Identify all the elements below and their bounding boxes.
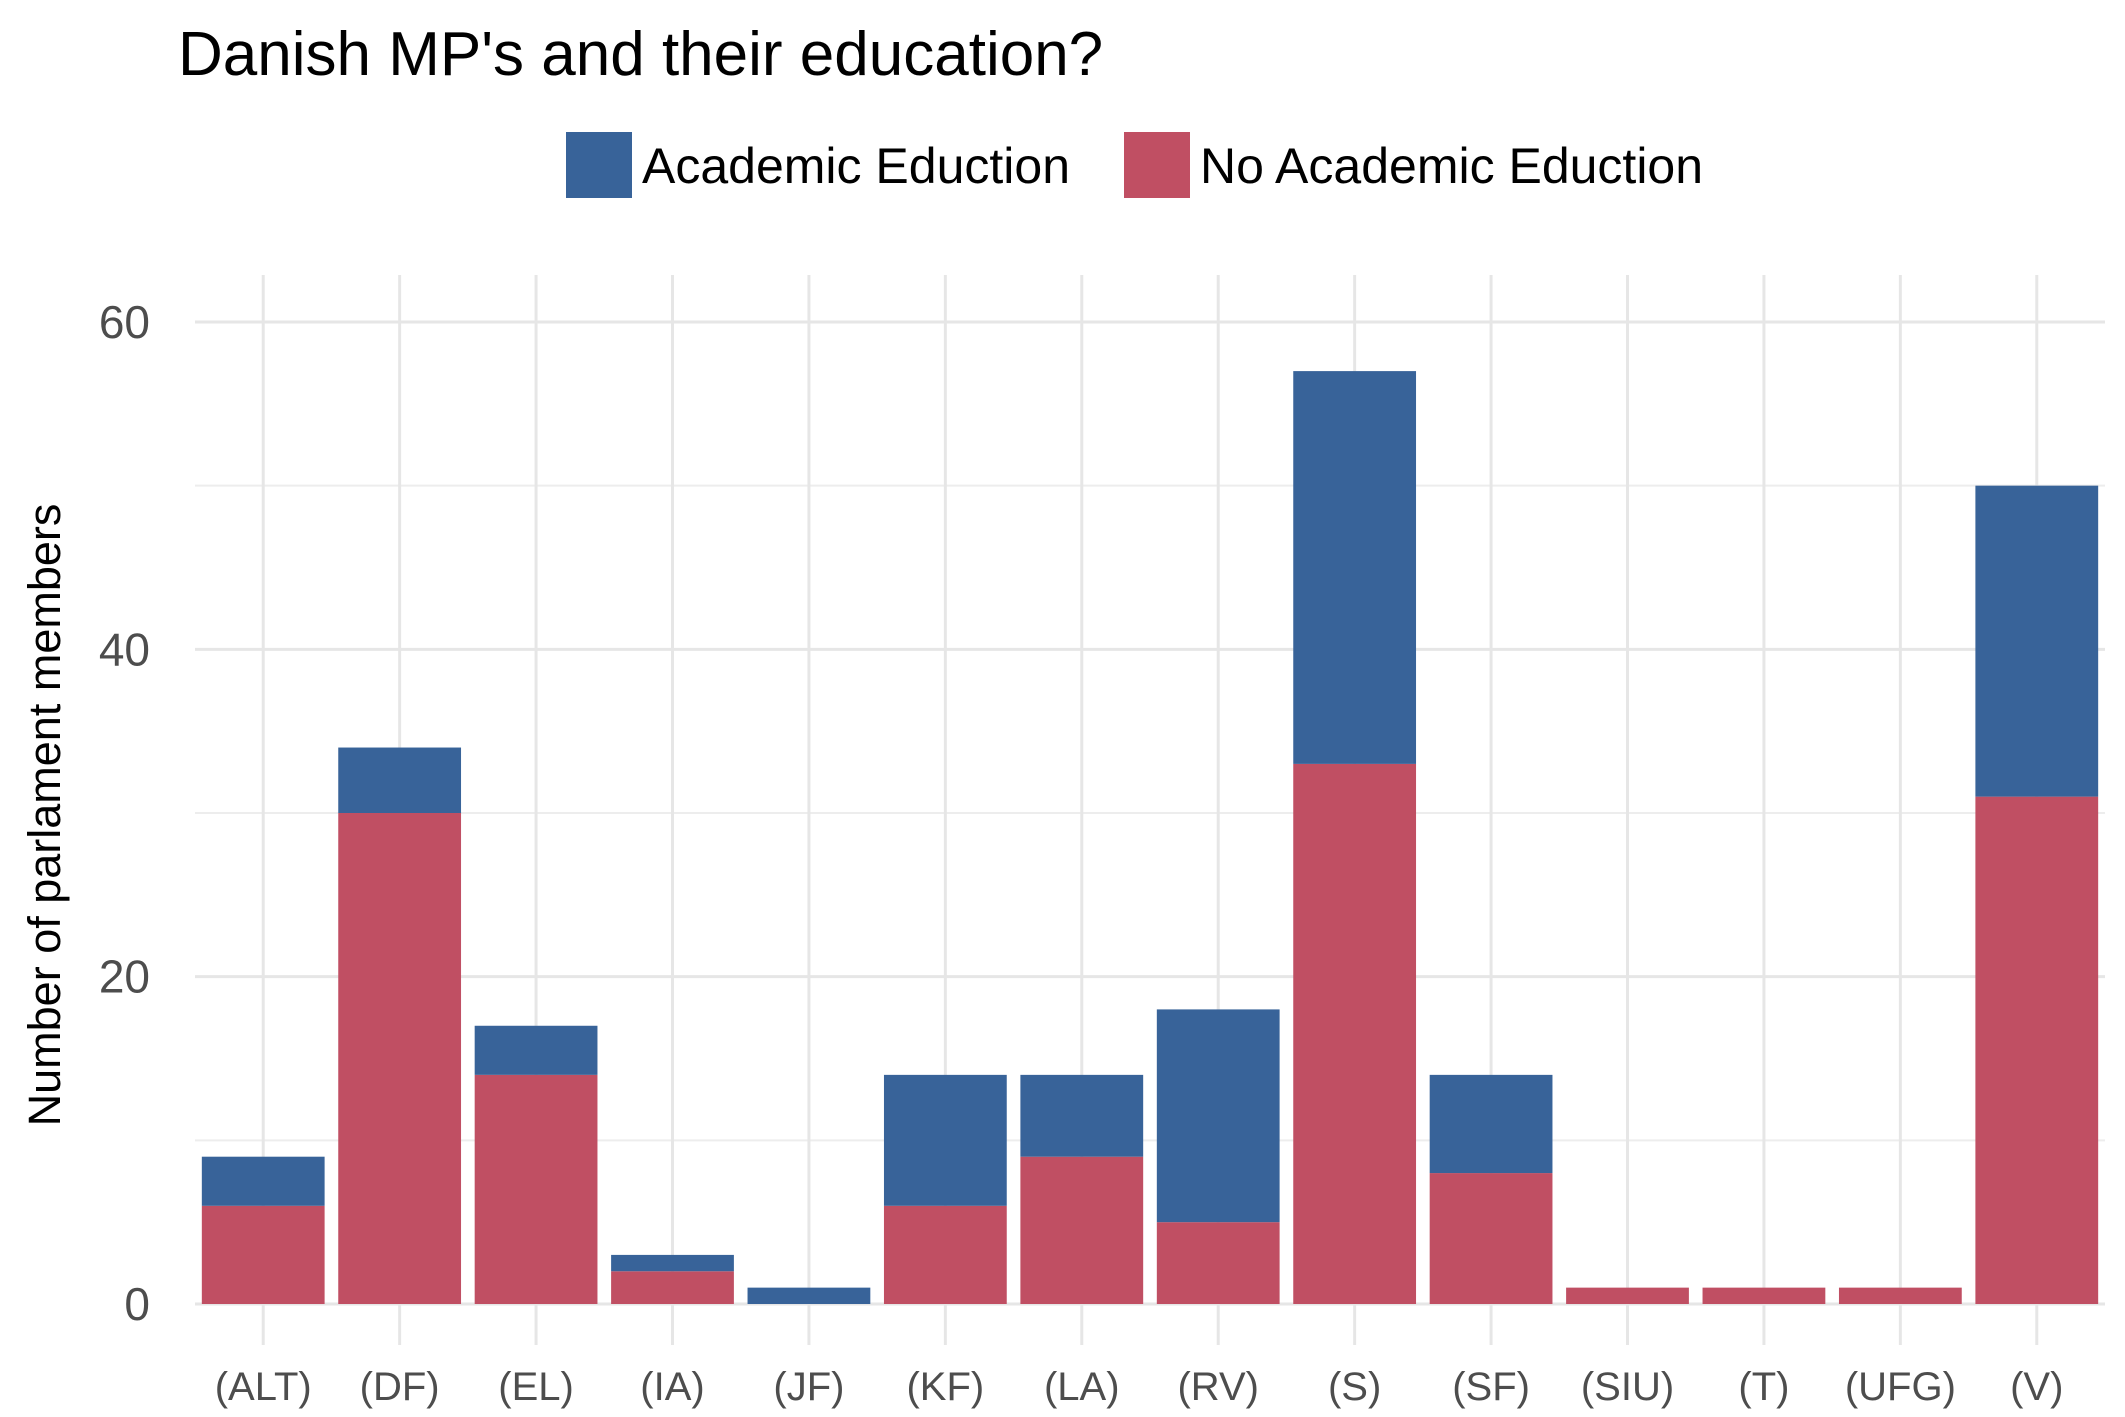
bar-jf-academic — [747, 1287, 871, 1304]
bars-layer — [201, 371, 2099, 1304]
bar-v-academic — [1975, 485, 2099, 797]
legend-label-no-academic: No Academic Eduction — [1200, 138, 1703, 194]
bar-alt-no-academic — [201, 1205, 325, 1304]
legend: Academic Eduction No Academic Eduction — [566, 132, 1703, 198]
bar-rv-no-academic — [1156, 1222, 1280, 1304]
y-axis-label: Number of parlament members — [19, 504, 70, 1127]
x-tick-label-rv: (RV) — [1177, 1365, 1258, 1409]
y-tick-label: 20 — [99, 951, 150, 1003]
x-tick-label-t: (T) — [1738, 1365, 1789, 1409]
bar-s-academic — [1293, 371, 1417, 764]
x-tick-label-s: (S) — [1328, 1365, 1381, 1409]
bar-v-no-academic — [1975, 796, 2099, 1304]
y-tick-label: 40 — [99, 623, 150, 675]
chart-title: Danish MP's and their education? — [178, 20, 1103, 89]
x-tick-label-jf: (JF) — [773, 1365, 844, 1409]
bar-el-no-academic — [474, 1074, 598, 1304]
x-tick-label-v: (V) — [2010, 1365, 2063, 1409]
legend-label-academic: Academic Eduction — [642, 138, 1070, 194]
x-tick-label-ufg: (UFG) — [1845, 1365, 1956, 1409]
bar-la-academic — [1020, 1074, 1144, 1157]
bar-alt-academic — [201, 1156, 325, 1206]
y-tick-labels: 0 20 40 60 — [99, 296, 150, 1330]
bar-sf-academic — [1429, 1074, 1553, 1174]
bar-df-academic — [338, 747, 462, 813]
bar-ia-academic — [611, 1254, 734, 1272]
legend-swatch-academic — [566, 132, 632, 198]
bar-la-no-academic — [1020, 1156, 1144, 1304]
y-tick-label: 60 — [99, 296, 150, 348]
x-tick-labels: (ALT) (DF) (EL) (IA) (JF) (KF) (LA) (RV) (S) (SF)… — [215, 1365, 2064, 1409]
y-tick-label: 0 — [124, 1278, 150, 1330]
x-tick-label-sf: (SF) — [1452, 1365, 1530, 1409]
bar-el-academic — [474, 1025, 598, 1075]
bar-rv-academic — [1156, 1009, 1280, 1223]
x-tick-label-el: (EL) — [498, 1365, 574, 1409]
bar-kf-no-academic — [883, 1205, 1007, 1304]
bar-df-no-academic — [338, 813, 462, 1304]
legend-swatch-no-academic — [1124, 132, 1190, 198]
x-tick-label-kf: (KF) — [906, 1365, 984, 1409]
x-tick-label-la: (LA) — [1044, 1365, 1120, 1409]
bar-siu-no-academic — [1566, 1287, 1689, 1304]
x-tick-label-siu: (SIU) — [1581, 1365, 1674, 1409]
bar-ufg-no-academic — [1838, 1287, 1962, 1304]
x-tick-label-alt: (ALT) — [215, 1365, 312, 1409]
x-tick-label-ia: (IA) — [640, 1365, 704, 1409]
bar-ia-no-academic — [611, 1271, 734, 1304]
bar-s-no-academic — [1293, 763, 1417, 1304]
bar-sf-no-academic — [1429, 1173, 1553, 1304]
bar-t-no-academic — [1702, 1287, 1826, 1304]
bar-kf-academic — [883, 1074, 1007, 1206]
x-tick-label-df: (DF) — [360, 1365, 440, 1409]
